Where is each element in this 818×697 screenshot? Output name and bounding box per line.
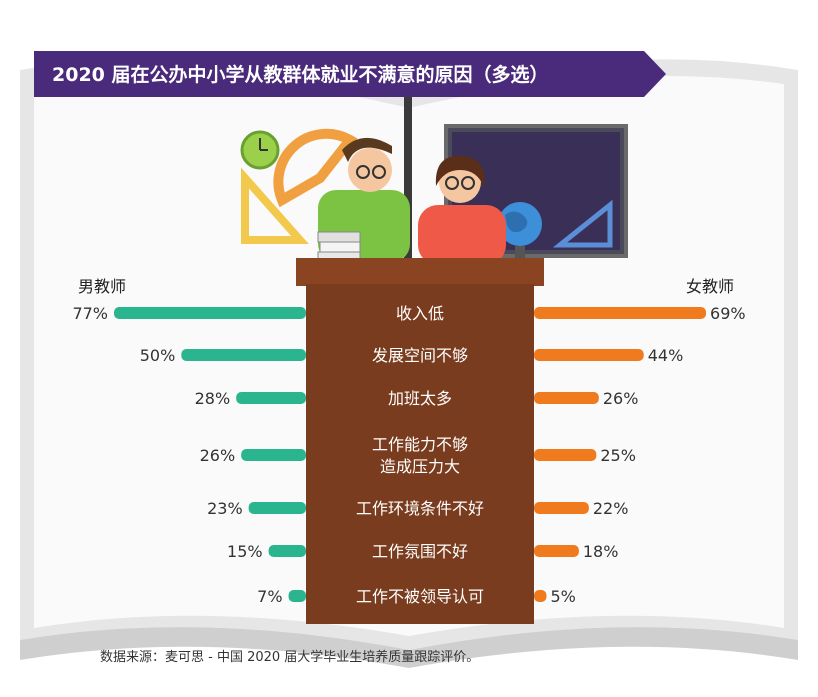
category-label-0: 收入低	[396, 304, 444, 323]
category-label-2: 加班太多	[388, 389, 452, 408]
label-male-3: 26%	[200, 446, 236, 465]
label-female-6: 5%	[550, 587, 575, 606]
bar-male-3	[241, 449, 306, 461]
source-note: 数据来源：麦可思 - 中国 2020 届大学毕业生培养质量跟踪评价。	[100, 650, 480, 665]
category-label-4: 工作环境条件不好	[356, 499, 484, 518]
label-male-0: 77%	[72, 304, 108, 323]
label-female-2: 26%	[603, 389, 639, 408]
label-female-0: 69%	[710, 304, 746, 323]
label-male-2: 28%	[195, 389, 231, 408]
bar-female-3	[534, 449, 597, 461]
label-female-1: 44%	[648, 346, 684, 365]
bar-female-6	[534, 590, 547, 602]
bar-female-2	[534, 392, 599, 404]
label-female-3: 25%	[600, 446, 636, 465]
legend-male: 男教师	[78, 277, 127, 296]
category-label-6: 工作不被领导认可	[356, 587, 484, 606]
legend-female: 女教师	[686, 277, 735, 296]
label-male-4: 23%	[207, 499, 243, 518]
bar-male-6	[288, 590, 306, 602]
label-male-1: 50%	[140, 346, 176, 365]
category-label-1: 发展空间不够	[372, 346, 468, 365]
category-label-3: 工作能力不够造成压力大	[372, 435, 468, 476]
chart-title: 2020 届在公办中小学从教群体就业不满意的原因（多选）	[52, 64, 549, 86]
bar-female-1	[534, 349, 644, 361]
bar-male-4	[248, 502, 306, 514]
label-female-4: 22%	[593, 499, 629, 518]
bar-female-5	[534, 545, 579, 557]
label-male-6: 7%	[257, 587, 282, 606]
category-label-5: 工作氛围不好	[372, 542, 468, 561]
bar-male-1	[181, 349, 306, 361]
label-female-5: 18%	[583, 542, 619, 561]
bar-male-0	[114, 307, 306, 319]
title-banner	[34, 51, 666, 97]
label-male-5: 15%	[227, 542, 263, 561]
bar-male-5	[268, 545, 306, 557]
bar-male-2	[236, 392, 306, 404]
bar-female-0	[534, 307, 707, 319]
bar-female-4	[534, 502, 589, 514]
